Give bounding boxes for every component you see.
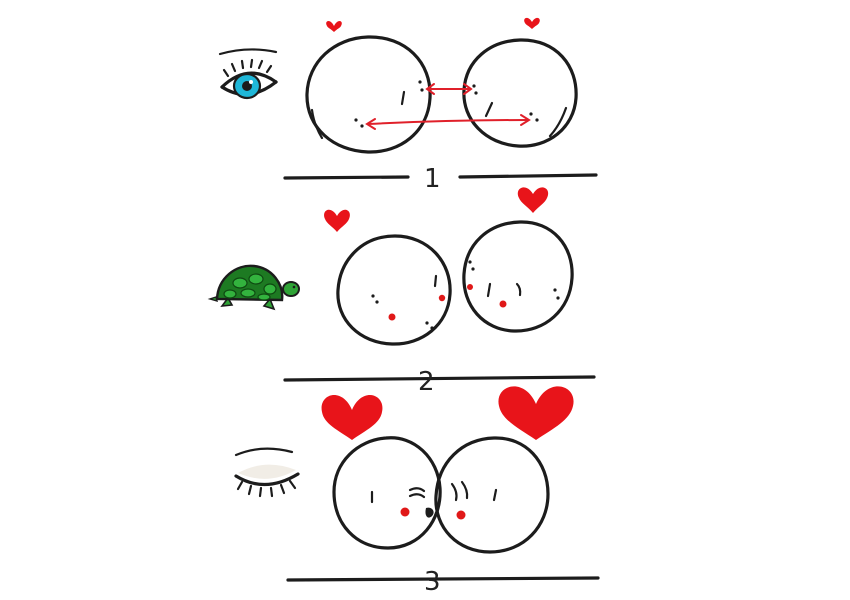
divider-3: 3 (286, 567, 600, 597)
heart-icon (517, 187, 549, 213)
panel-number: 3 (424, 567, 441, 597)
turtle-icon (207, 264, 300, 311)
heart-icon (321, 395, 383, 440)
panel-3: 3 (234, 386, 600, 597)
face-left (305, 35, 432, 154)
face-left (332, 436, 442, 550)
heart-icon (326, 21, 342, 32)
closed-eye-icon (234, 447, 300, 498)
gaze-arrow (425, 83, 473, 95)
divider-1: 1 (283, 164, 598, 194)
face-right (462, 220, 574, 333)
heart-icon (324, 209, 350, 232)
divider-2: 2 (283, 367, 596, 397)
gaze-arrow (365, 114, 531, 130)
panel-number: 1 (424, 164, 441, 194)
panel-number: 2 (418, 367, 435, 397)
face-right (434, 436, 550, 554)
panel-2: 2 (207, 187, 596, 397)
heart-icon (498, 386, 574, 440)
heart-icon (524, 17, 540, 29)
face-left (336, 234, 452, 346)
face-right (462, 38, 578, 148)
open-eye-icon (218, 48, 278, 100)
panel-1: 1 (218, 17, 598, 194)
